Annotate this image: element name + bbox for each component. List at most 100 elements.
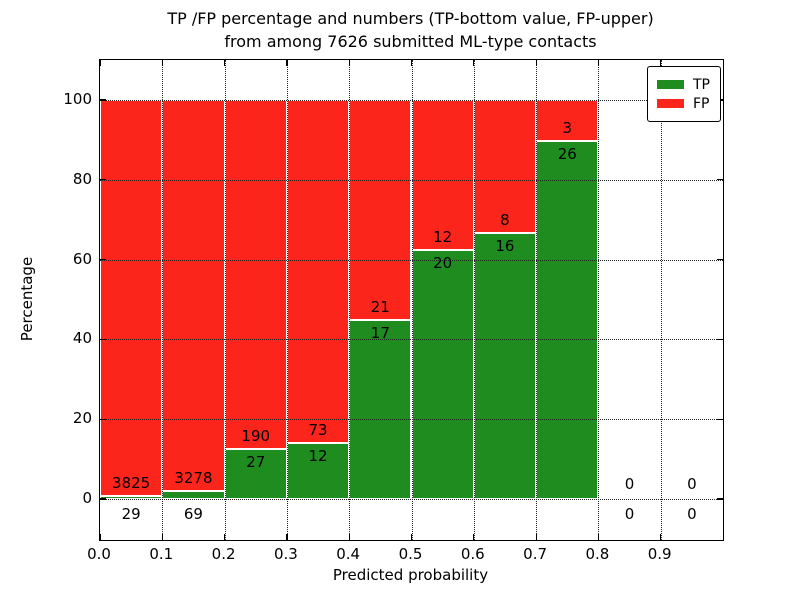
y-tick-right xyxy=(717,498,723,500)
x-tick-top xyxy=(410,60,413,66)
plot-area: 3825 29 3278 69 190 27 73 12 21 17 12 20 8 16 3 26 0 0 0 0 xyxy=(99,59,724,541)
y-tick-left xyxy=(100,418,106,420)
x-tick-label: 0.0 xyxy=(87,545,111,563)
fp-count-label: 0 xyxy=(624,474,635,493)
y-tick-label: 80 xyxy=(72,169,92,188)
chart-title-line1: TP /FP percentage and numbers (TP-bottom… xyxy=(167,9,654,28)
x-tick-bottom xyxy=(410,534,413,540)
fp-count-label: 21 xyxy=(370,298,390,317)
x-tick-top xyxy=(224,60,226,66)
fp-count-label: 3 xyxy=(562,119,573,138)
x-tick-bottom xyxy=(161,534,163,540)
fp-count-label: 12 xyxy=(433,227,453,246)
y-tick-label: 20 xyxy=(72,409,92,428)
x-tick-top xyxy=(161,60,163,66)
x-tick-bottom xyxy=(348,534,350,540)
x-tick-bottom xyxy=(535,534,537,540)
bar-segment-tp xyxy=(162,490,225,499)
x-tick-label: 0.8 xyxy=(585,545,610,563)
bar-segment-tp xyxy=(411,249,474,499)
x-tick-label: 0.7 xyxy=(523,545,548,563)
x-tick-bottom xyxy=(286,534,288,540)
tp-count-label: 12 xyxy=(308,446,328,465)
x-tick-top xyxy=(597,60,600,66)
chart-title-line2: from among 7626 submitted ML-type contac… xyxy=(224,32,597,51)
y-tick-label: 0 xyxy=(82,488,92,507)
bar-segment-fp xyxy=(349,99,412,321)
legend-label-fp: FP xyxy=(693,95,710,112)
y-tick-left xyxy=(100,99,106,101)
fp-count-label: 3825 xyxy=(112,473,151,492)
x-tick-bottom xyxy=(99,534,101,540)
tp-count-label: 16 xyxy=(495,236,515,255)
x-gridline xyxy=(411,60,413,540)
y-tick-right xyxy=(717,258,723,261)
x-tick-label: 0.3 xyxy=(273,545,298,563)
tp-count-label: 26 xyxy=(557,145,577,164)
tp-count-label: 0 xyxy=(687,504,697,523)
bar-segment-tp xyxy=(473,232,537,499)
fp-count-label: 8 xyxy=(500,210,510,229)
tp-count-label: 69 xyxy=(183,504,203,523)
x-gridline xyxy=(162,60,164,540)
tp-count-label: 29 xyxy=(121,504,141,523)
y-tick-label: 40 xyxy=(72,329,92,348)
y-tick-label: 100 xyxy=(63,89,92,108)
bar-segment-fp xyxy=(224,99,287,450)
x-gridline xyxy=(598,60,600,540)
y-tick-left xyxy=(100,498,106,500)
y-tick-right xyxy=(717,179,723,181)
x-gridline xyxy=(660,60,662,540)
bar-segment-fp xyxy=(473,99,537,233)
bar-segment-fp xyxy=(162,99,225,491)
y-tick-left xyxy=(100,258,106,261)
x-axis-label: Predicted probability xyxy=(332,566,489,584)
tp-count-label: 27 xyxy=(246,453,266,472)
tp-count-label: 20 xyxy=(433,253,453,272)
chart-title: TP /FP percentage and numbers (TP-bottom… xyxy=(99,7,722,53)
x-tick-top xyxy=(473,60,475,66)
y-tick-label: 60 xyxy=(72,249,92,268)
x-tick-label: 0.1 xyxy=(149,545,174,563)
fp-count-label: 0 xyxy=(687,474,697,493)
legend-item-tp: TP xyxy=(657,76,710,93)
x-tick-top xyxy=(286,60,288,66)
bar-segment-fp xyxy=(411,99,474,250)
bar-segment-fp xyxy=(286,99,350,443)
x-gridline xyxy=(536,60,538,540)
x-tick-top xyxy=(535,60,537,66)
bar-segment-fp xyxy=(100,99,163,496)
y-tick-left xyxy=(100,179,106,181)
x-tick-bottom xyxy=(473,534,475,540)
x-tick-label: 0.9 xyxy=(647,545,672,563)
legend-item-fp: FP xyxy=(657,95,710,112)
legend-label-tp: TP xyxy=(693,76,710,93)
y-tick-right xyxy=(717,338,723,340)
fp-color-swatch xyxy=(657,99,684,108)
bar-segment-tp xyxy=(224,449,287,499)
bar-segment-tp xyxy=(100,495,163,499)
bar-segment-tp xyxy=(349,320,412,499)
x-gridline xyxy=(473,60,475,540)
x-tick-top xyxy=(660,60,662,66)
x-tick-bottom xyxy=(660,534,662,540)
tp-count-label: 0 xyxy=(624,504,635,523)
tp-count-label: 17 xyxy=(370,324,390,343)
bar-segment-tp xyxy=(536,141,599,499)
x-gridline xyxy=(349,60,351,540)
x-tick-label: 0.5 xyxy=(398,545,423,563)
x-tick-top xyxy=(348,60,350,66)
x-tick-label: 0.4 xyxy=(336,545,361,563)
y-tick-left xyxy=(100,338,106,340)
tp-color-swatch xyxy=(657,80,684,89)
fp-count-label: 73 xyxy=(308,420,328,439)
x-tick-label: 0.2 xyxy=(211,545,236,563)
x-tick-label: 0.6 xyxy=(460,545,485,563)
y-axis-label: Percentage xyxy=(18,256,36,342)
legend: TP FP xyxy=(647,66,721,122)
x-tick-bottom xyxy=(224,534,226,540)
x-gridline xyxy=(286,60,288,540)
x-tick-bottom xyxy=(597,534,600,540)
fp-count-label: 190 xyxy=(241,427,271,446)
